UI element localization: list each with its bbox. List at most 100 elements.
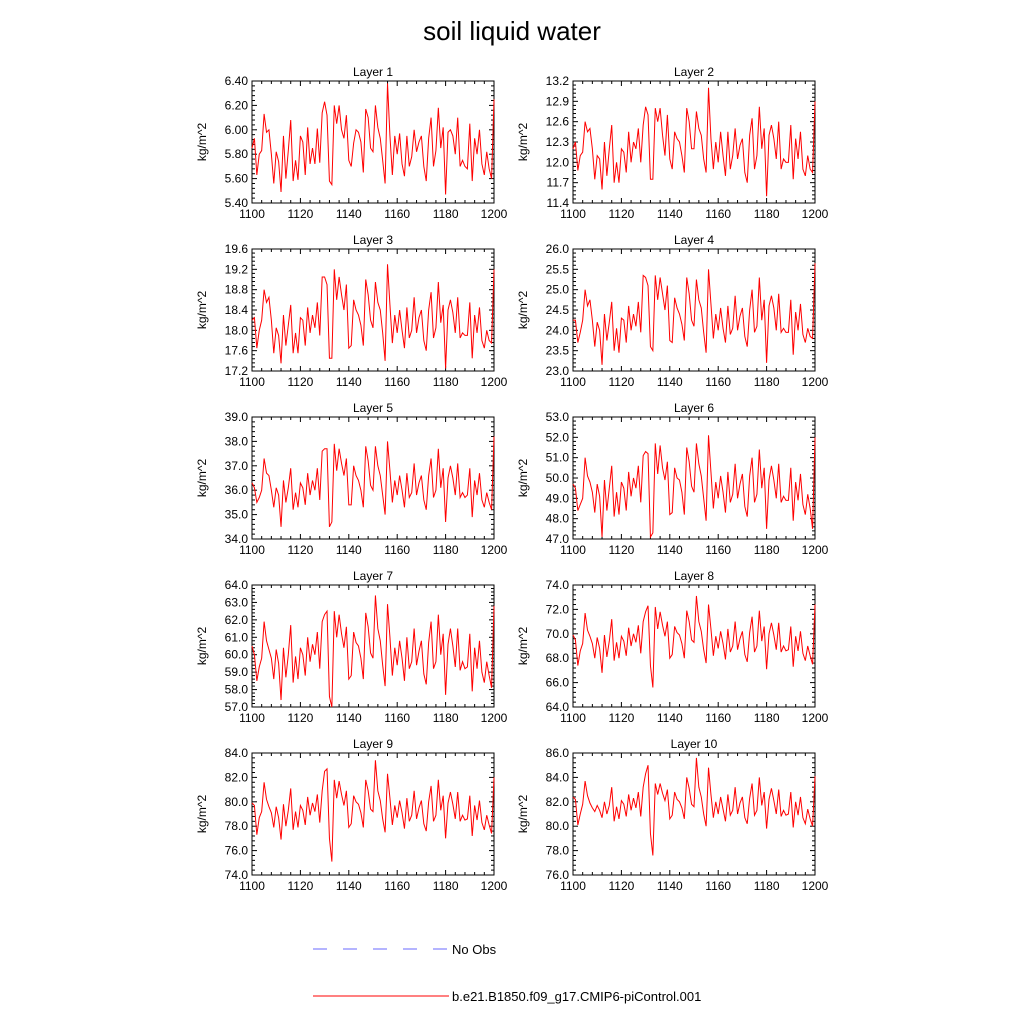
x-tick-label: 1140 [336,375,362,389]
x-tick-label: 1160 [705,375,731,389]
plot-frame [251,416,495,540]
x-tick-label: 1160 [384,375,410,389]
panel-layer-1: Layer 1 kg/m^2 1100 1120 1140 1160 1180 1200 5.4… [195,65,508,221]
series-line [251,760,495,862]
panel-title: Layer 2 [674,65,714,79]
x-tick-label: 1200 [481,879,508,893]
y-tick-label: 26.0 [546,242,570,256]
y-axis-label: kg/m^2 [195,123,209,162]
y-axis-label: kg/m^2 [516,291,530,330]
x-tick-label: 1140 [336,207,362,221]
x-tick-label: 1120 [608,879,634,893]
y-tick-label: 35.0 [225,508,249,522]
y-tick-label: 34.0 [225,532,249,546]
panel-title: Layer 7 [353,569,393,583]
y-tick-label: 84.0 [546,770,570,784]
plot-frame [251,752,495,876]
x-tick-label: 1180 [754,543,780,557]
y-tick-label: 58.0 [225,683,249,697]
legend: No Obs b.e21.B1850.f09_g17.CMIP6-piContr… [313,942,701,1004]
panel-layer-7: Layer 7 kg/m^2 1100 1120 1140 1160 1180 1200 57.… [195,569,508,725]
x-tick-label: 1100 [560,711,586,725]
y-tick-label: 6.00 [225,123,249,137]
y-tick-label: 37.0 [225,459,249,473]
panel-layer-3: Layer 3 kg/m^2 1100 1120 1140 1160 1180 1200 17.… [195,233,508,389]
x-tick-label: 1180 [754,375,780,389]
x-tick-label: 1180 [433,711,459,725]
x-tick-label: 1200 [481,543,508,557]
figure-title: soil liquid water [423,16,601,46]
y-tick-label: 12.3 [546,135,570,149]
y-tick-label: 66.0 [546,676,570,690]
x-tick-label: 1100 [239,207,265,221]
x-tick-label: 1140 [657,879,683,893]
y-tick-label: 11.7 [547,176,570,190]
x-tick-label: 1100 [239,375,265,389]
y-axis-label: kg/m^2 [195,291,209,330]
y-axis-label: kg/m^2 [195,795,209,834]
x-tick-label: 1120 [608,543,634,557]
legend-no-obs-label: No Obs [452,942,497,957]
y-tick-label: 72.0 [546,602,570,616]
y-tick-label: 12.9 [546,94,570,108]
y-tick-label: 24.0 [546,323,570,337]
panel-title: Layer 5 [353,401,393,415]
panel-title: Layer 4 [674,233,714,247]
panel-layer-6: Layer 6 kg/m^2 1100 1120 1140 1160 1180 1200 47.… [516,401,829,557]
x-tick-label: 1140 [657,543,683,557]
x-tick-label: 1160 [384,207,410,221]
y-tick-label: 82.0 [546,795,570,809]
x-tick-label: 1120 [608,711,634,725]
y-tick-label: 5.80 [225,147,249,161]
y-tick-label: 50.0 [546,471,570,485]
series-line [572,435,816,539]
x-tick-label: 1140 [336,543,362,557]
x-tick-label: 1200 [802,207,829,221]
y-tick-label: 52.0 [546,430,570,444]
y-tick-label: 76.0 [546,868,570,882]
x-tick-label: 1200 [802,711,829,725]
series-line [251,83,495,195]
plot-frame [251,80,495,204]
x-tick-label: 1100 [239,711,265,725]
y-tick-label: 19.2 [225,262,249,276]
series-line [251,436,495,528]
y-tick-label: 60.0 [225,648,249,662]
x-tick-label: 1100 [560,879,586,893]
y-tick-label: 17.2 [225,364,249,378]
y-tick-label: 68.0 [546,651,570,665]
panel-title: Layer 6 [674,401,714,415]
y-tick-label: 48.0 [546,512,570,526]
x-tick-label: 1100 [239,879,265,893]
y-tick-label: 76.0 [225,844,249,858]
y-tick-label: 17.6 [225,344,249,358]
series-line [251,264,495,369]
y-tick-label: 63.0 [225,595,249,609]
series-line [251,595,495,708]
x-tick-label: 1160 [705,543,731,557]
y-tick-label: 36.0 [225,483,249,497]
y-tick-label: 86.0 [546,746,570,760]
panel-layer-4: Layer 4 kg/m^2 1100 1120 1140 1160 1180 1200 23.… [516,233,829,389]
y-tick-label: 74.0 [225,868,249,882]
y-tick-label: 24.5 [546,303,570,317]
y-axis-label: kg/m^2 [195,627,209,666]
legend-series-label: b.e21.B1850.f09_g17.CMIP6-piControl.001 [452,989,701,1004]
y-tick-label: 12.0 [546,155,570,169]
panel-title: Layer 1 [353,65,393,79]
x-tick-label: 1160 [384,711,410,725]
x-tick-label: 1140 [336,711,362,725]
x-tick-label: 1180 [433,375,459,389]
series-line [572,757,816,856]
x-tick-label: 1120 [287,711,313,725]
y-tick-label: 78.0 [546,844,570,858]
x-tick-label: 1180 [754,879,780,893]
x-tick-label: 1120 [287,879,313,893]
x-tick-label: 1140 [336,879,362,893]
panel-layer-2: Layer 2 kg/m^2 1100 1120 1140 1160 1180 1200 11.… [516,65,829,221]
x-tick-label: 1200 [481,711,508,725]
y-tick-label: 80.0 [225,795,249,809]
y-axis-label: kg/m^2 [516,459,530,498]
y-tick-label: 12.6 [546,115,570,129]
y-tick-label: 6.20 [225,98,249,112]
